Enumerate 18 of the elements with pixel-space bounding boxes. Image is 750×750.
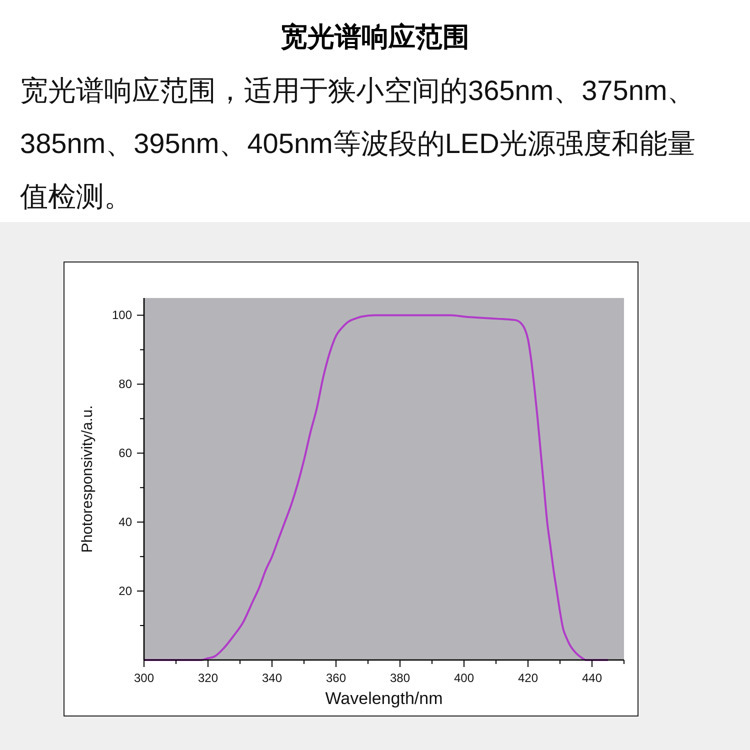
chart-title: 宽光谱响应范围 xyxy=(280,22,470,52)
y-tick-label: 100 xyxy=(112,308,132,322)
y-tick-label: 80 xyxy=(118,377,132,392)
line-series xyxy=(143,314,609,661)
x-tick-label: 380 xyxy=(390,671,410,685)
x-tick-label: 360 xyxy=(326,671,346,685)
x-tick-label: 300 xyxy=(134,671,154,685)
chart-subtitle: 宽光谱响应范围，适用于狭小空间的365nm、375nm、385nm、395nm、405nm等波段的LED光源强度和能量值检测。 xyxy=(20,75,696,212)
y-axis-title: Photoresponsivity/a.u. xyxy=(79,405,96,553)
x-tick-label: 320 xyxy=(198,671,218,685)
x-axis-title: Wavelength/nm xyxy=(325,689,443,708)
x-tick-label: 440 xyxy=(582,671,602,685)
x-tick-label: 400 xyxy=(454,671,474,685)
y-tick-label: 20 xyxy=(118,584,132,598)
x-tick-label: 340 xyxy=(262,671,282,685)
y-tick-label: 60 xyxy=(118,446,132,460)
x-tick-label: 420 xyxy=(518,671,538,685)
y-tick-label: 40 xyxy=(118,515,132,530)
